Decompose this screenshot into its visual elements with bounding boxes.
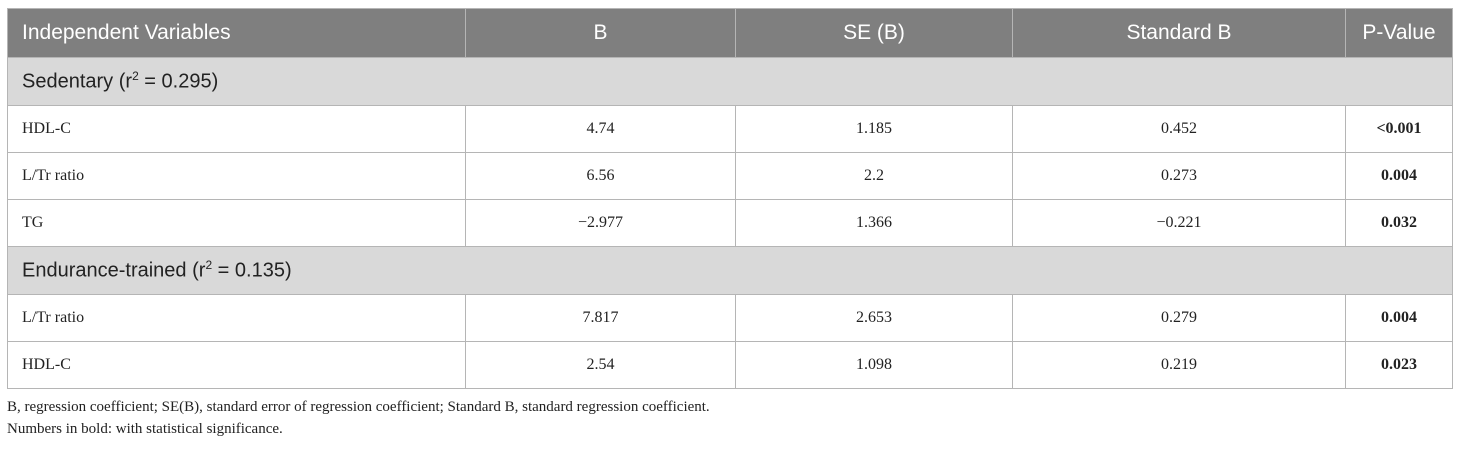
header-cell: B	[465, 8, 736, 58]
cell: 0.023	[1345, 341, 1453, 389]
data-row: L/Tr ratio 6.56 2.2 0.273 0.004	[7, 152, 1453, 200]
cell: 1.366	[735, 199, 1013, 247]
cell: 0.219	[1012, 341, 1346, 389]
group-row: Sedentary (r2 = 0.295)	[7, 57, 1453, 106]
table-wrap: Independent Variables B SE (B) Standard B P-…	[7, 8, 1453, 389]
footnote: B, regression coefficient; SE(B), standa…	[7, 399, 710, 415]
cell: 7.817	[465, 294, 736, 342]
group-label: Sedentary (r2 = 0.295)	[7, 57, 1453, 106]
cell: −0.221	[1012, 199, 1346, 247]
header-cell: P-Value	[1345, 8, 1453, 58]
cell: 1.098	[735, 341, 1013, 389]
cell: 0.004	[1345, 294, 1453, 342]
cell: HDL-C	[7, 105, 466, 153]
superscript: 2	[132, 69, 139, 84]
cell: 2.653	[735, 294, 1013, 342]
group-label-text: Endurance-trained (r	[22, 259, 206, 282]
cell: 0.032	[1345, 199, 1453, 247]
header-cell: Independent Variables	[7, 8, 466, 58]
cell: 6.56	[465, 152, 736, 200]
data-row: TG −2.977 1.366 −0.221 0.032	[7, 199, 1453, 247]
cell: 1.185	[735, 105, 1013, 153]
group-label-text: Sedentary (r	[22, 70, 133, 93]
data-row: HDL-C 2.54 1.098 0.219 0.023	[7, 341, 1453, 389]
header-cell: Standard B	[1012, 8, 1346, 58]
cell: HDL-C	[7, 341, 466, 389]
table-body: Sedentary (r2 = 0.295) HDL-C 4.74 1.185 0.45…	[7, 57, 1453, 389]
cell: <0.001	[1345, 105, 1453, 153]
superscript: 2	[205, 258, 213, 273]
group-row: Endurance-trained (r2 = 0.135)	[7, 246, 1453, 295]
cell: 4.74	[465, 105, 736, 153]
group-label-text: = 0.135)	[212, 259, 292, 282]
cell: 0.452	[1012, 105, 1346, 153]
header-row: Independent Variables B SE (B) Standard B P-…	[7, 8, 1453, 58]
cell: L/Tr ratio	[7, 294, 466, 342]
cell: 0.279	[1012, 294, 1346, 342]
data-row: L/Tr ratio 7.817 2.653 0.279 0.004	[7, 294, 1453, 342]
footnote: Numbers in bold: with statistical signif…	[7, 421, 283, 437]
cell: −2.977	[465, 199, 736, 247]
cell: 2.2	[735, 152, 1013, 200]
regression-table: Independent Variables B SE (B) Standard B P-…	[7, 8, 1453, 389]
cell: 2.54	[465, 341, 736, 389]
group-label: Endurance-trained (r2 = 0.135)	[7, 246, 1453, 295]
header-cell: SE (B)	[735, 8, 1013, 58]
cell: 0.004	[1345, 152, 1453, 200]
cell: 0.273	[1012, 152, 1346, 200]
cell: TG	[7, 199, 466, 247]
group-label-text: = 0.295)	[138, 70, 219, 93]
data-row: HDL-C 4.74 1.185 0.452 <0.001	[7, 105, 1453, 153]
cell: L/Tr ratio	[7, 152, 466, 200]
